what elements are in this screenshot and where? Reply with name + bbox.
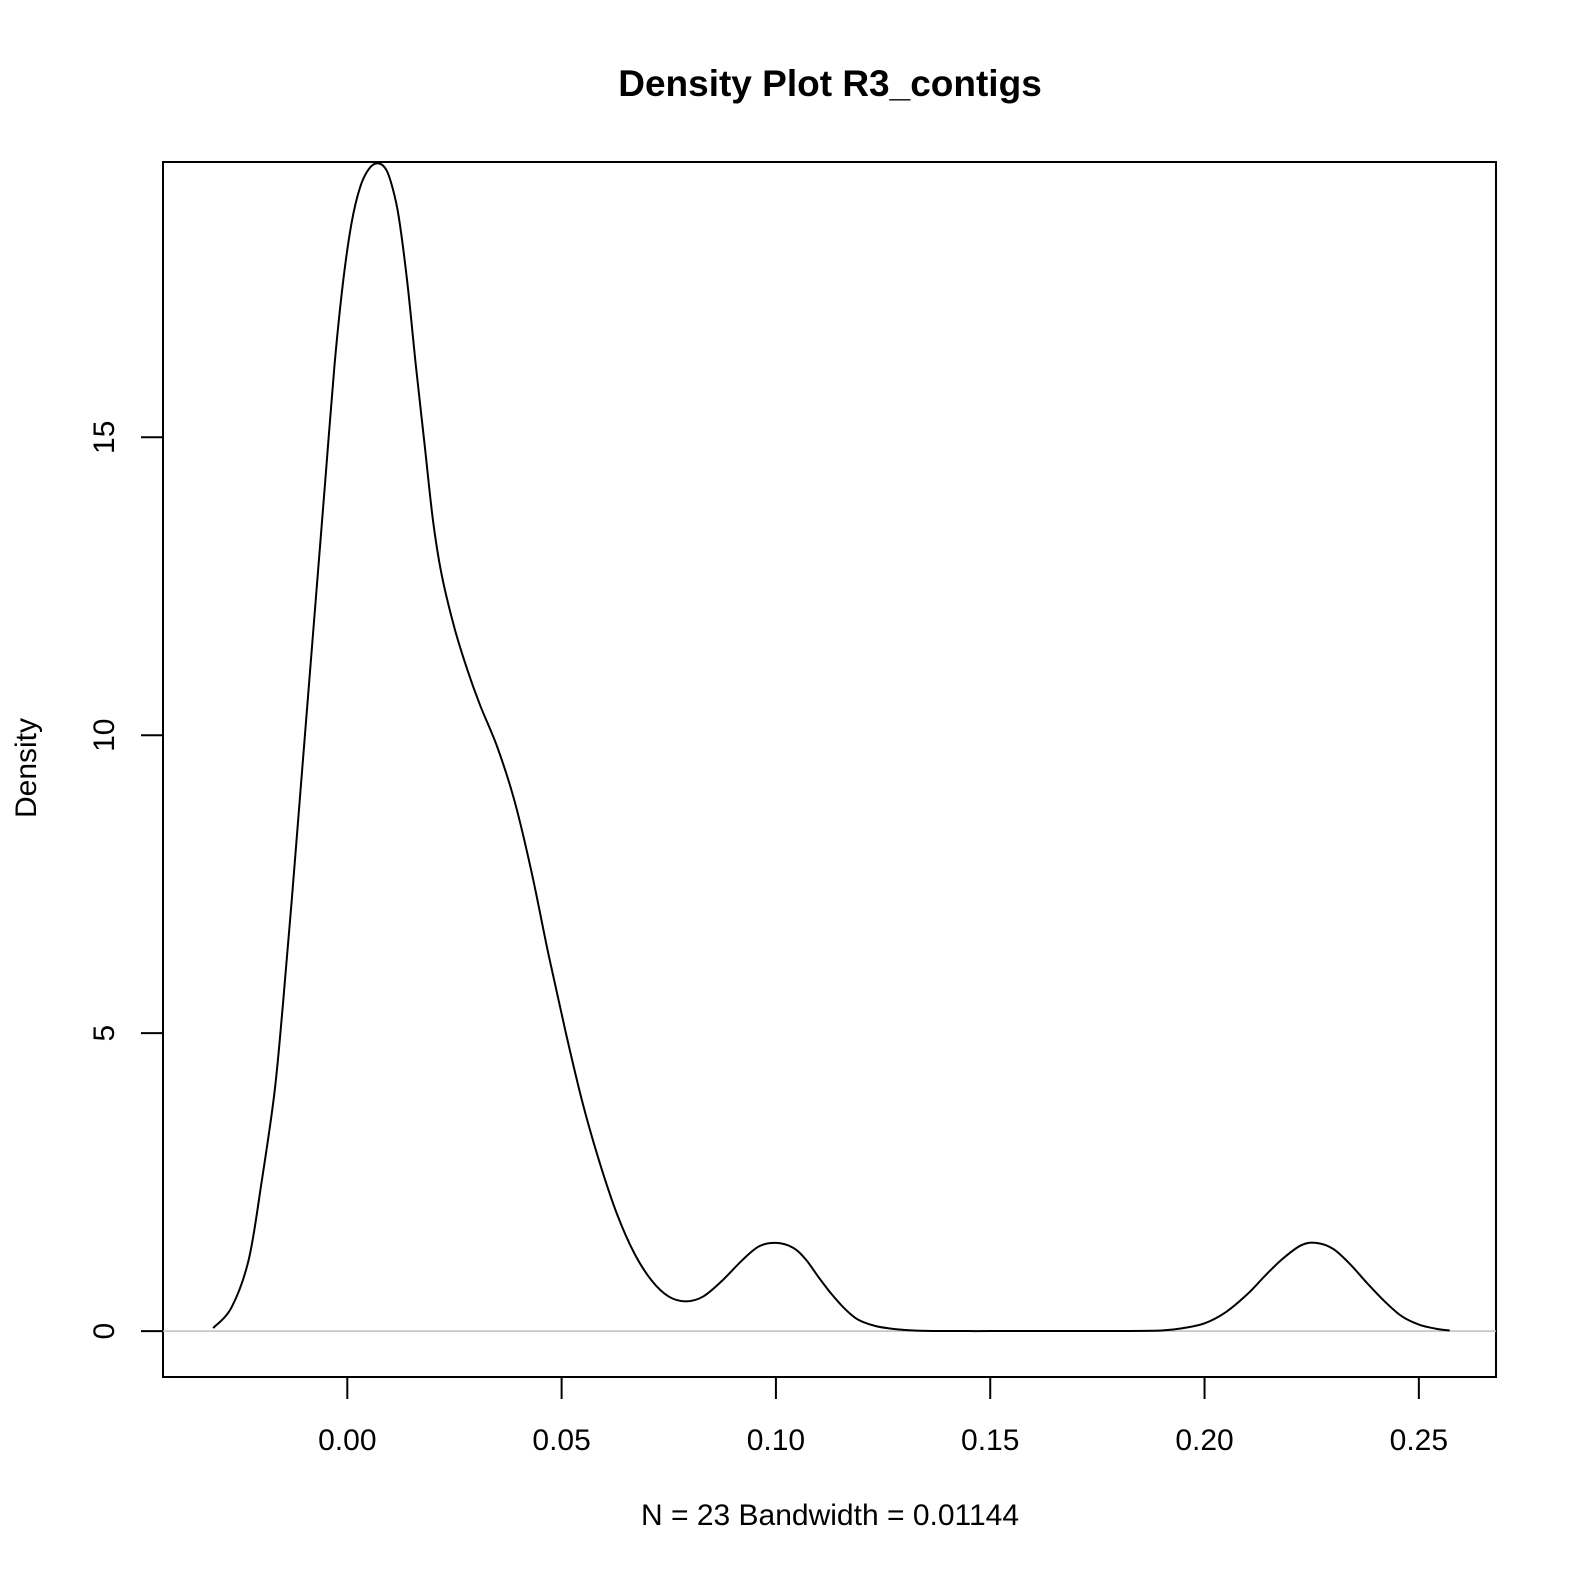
x-tick-label: 0.15 bbox=[961, 1424, 1019, 1457]
y-tick-label: 10 bbox=[88, 719, 121, 752]
x-tick-label: 0.00 bbox=[318, 1424, 376, 1457]
y-tick-label: 5 bbox=[88, 1025, 121, 1042]
y-axis: 0 5 10 15 bbox=[88, 421, 164, 1340]
x-tick-label: 0.20 bbox=[1175, 1424, 1233, 1457]
x-tick-label: 0.25 bbox=[1390, 1424, 1448, 1457]
y-axis-label: Density bbox=[10, 718, 43, 818]
y-tick-label: 0 bbox=[88, 1323, 121, 1340]
x-axis-label: N = 23 Bandwidth = 0.01144 bbox=[641, 1499, 1019, 1532]
density-curve bbox=[212, 162, 1450, 1333]
x-tick-label: 0.10 bbox=[747, 1424, 805, 1457]
x-tick-label: 0.05 bbox=[532, 1424, 590, 1457]
plot-area bbox=[163, 162, 1496, 1333]
y-tick-label: 15 bbox=[88, 421, 121, 454]
x-axis: 0.00 0.05 0.10 0.15 0.20 0.25 bbox=[318, 1376, 1448, 1457]
chart-title: Density Plot R3_contigs bbox=[618, 63, 1042, 104]
